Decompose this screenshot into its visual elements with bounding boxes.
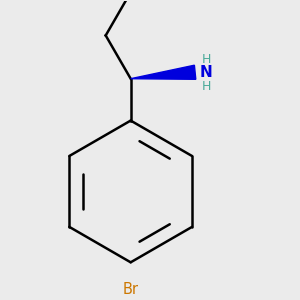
Polygon shape [131,65,196,79]
Text: Br: Br [123,282,139,297]
Text: N: N [200,65,213,80]
Text: H: H [202,80,211,93]
Text: H: H [202,53,211,66]
